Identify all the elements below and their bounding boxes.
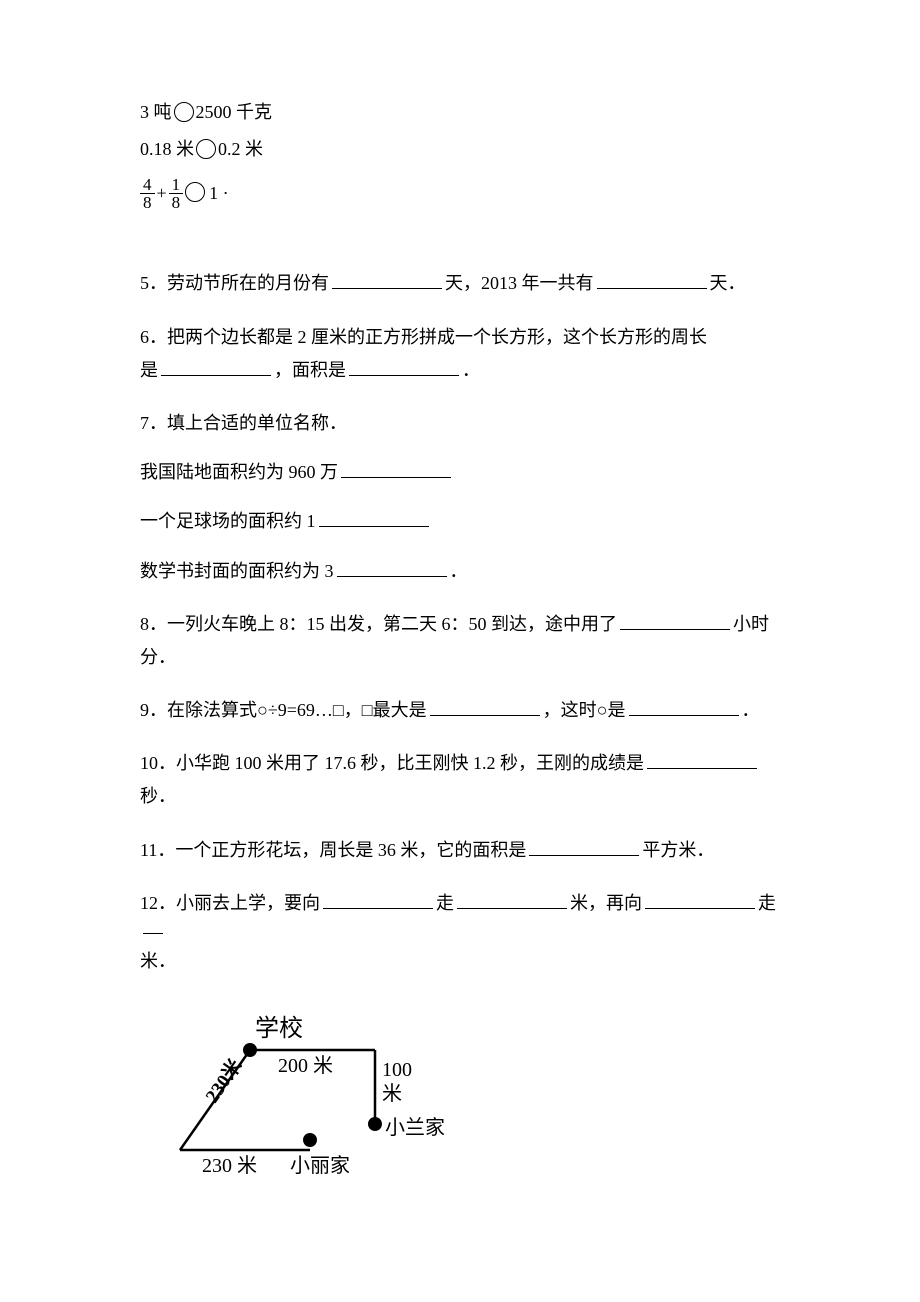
q6-p4: ．: [462, 360, 480, 380]
blank: [319, 509, 429, 527]
q12-p1: 12．小丽去上学，要向: [140, 893, 320, 913]
blank: [457, 891, 567, 909]
blank: [323, 891, 433, 909]
question-12: 12．小丽去上学，要向 走 米，再向 走 米．: [140, 891, 800, 975]
q9-p2: ，这时○是: [543, 700, 626, 720]
q7-title: 7．填上合适的单位名称．: [140, 413, 347, 433]
frac2-den: 8: [169, 194, 184, 211]
blank: [645, 891, 755, 909]
blank: [337, 559, 447, 577]
xiaoli-dot: [303, 1133, 317, 1147]
blank: [629, 698, 739, 716]
q8-p2: 小时: [733, 614, 769, 634]
q12-p5: 米．: [140, 951, 176, 971]
blank: [620, 612, 730, 630]
q7-l2a: 一个足球场的面积约 1: [140, 511, 316, 531]
q12-p3: 米，再向: [570, 893, 642, 913]
blank: [349, 358, 459, 376]
frac2-num: 1: [169, 176, 184, 194]
q12-p2: 走: [436, 893, 454, 913]
blank: [341, 460, 451, 478]
q6-p1: 6．把两个边长都是 2 厘米的正方形拼成一个长方形，这个长方形的周长: [140, 327, 707, 347]
xiaolan-label: 小兰家: [385, 1116, 445, 1139]
question-11: 11．一个正方形花坛，周长是 36 米，它的面积是 平方米．: [140, 838, 800, 863]
q9-p1: 9．在除法算式○÷9=69…□，□最大是: [140, 700, 427, 720]
q12-p4: 走: [758, 893, 776, 913]
q7-l3b: ．: [450, 561, 468, 581]
comparison-line-3: 4 8 + 1 8 1 ·: [140, 176, 800, 211]
q5-p2: 天，2013 年一共有: [445, 273, 594, 293]
school-label: 学校: [255, 1015, 303, 1042]
question-8: 8．一列火车晚上 8：15 出发，第二天 6：50 到达，途中用了 小时 分．: [140, 612, 800, 670]
fraction-1: 4 8: [140, 176, 155, 211]
blank: [430, 698, 540, 716]
d100-label-1: 100: [382, 1059, 412, 1081]
question-9: 9．在除法算式○÷9=69…□，□最大是 ，这时○是 ．: [140, 698, 800, 723]
diagram-svg: 学校 200 米 100 米 230米 230 米 小丽家 小兰家: [160, 1014, 460, 1184]
q7-l1a: 我国陆地面积约为 960 万: [140, 462, 338, 482]
comp2-left: 0.18 米: [140, 139, 194, 159]
frac1-num: 4: [140, 176, 155, 194]
q8-p3: 分．: [140, 647, 176, 667]
q7-l3a: 数学书封面的面积约为 3: [140, 561, 334, 581]
d230b-label: 230 米: [202, 1154, 257, 1177]
xiaoli-label: 小丽家: [290, 1154, 350, 1177]
comparison-line-2: 0.18 米 0.2 米: [140, 137, 800, 162]
question-5: 5．劳动节所在的月份有 天，2013 年一共有 天．: [140, 271, 800, 296]
q11-p1: 11．一个正方形花坛，周长是 36 米，它的面积是: [140, 840, 526, 860]
route-diagram: 学校 200 米 100 米 230米 230 米 小丽家 小兰家: [160, 1014, 800, 1191]
q6-p2: 是: [140, 360, 158, 380]
comparison-line-1: 3 吨 2500 千克: [140, 100, 800, 125]
xiaolan-dot: [368, 1117, 382, 1131]
fraction-2: 1 8: [169, 176, 184, 211]
q10-p2: 秒．: [140, 786, 176, 806]
q9-p3: ．: [742, 700, 760, 720]
comp1-right: 2500 千克: [196, 102, 273, 122]
blank: [332, 271, 442, 289]
circle-icon: [196, 139, 216, 159]
comp2-right: 0.2 米: [218, 139, 263, 159]
d100-label-2: 米: [382, 1082, 402, 1105]
question-10: 10．小华跑 100 米用了 17.6 秒，比王刚快 1.2 秒，王刚的成绩是 …: [140, 751, 800, 809]
blank: [597, 271, 707, 289]
d230a-label: 230米: [200, 1054, 247, 1107]
blank: [529, 838, 639, 856]
q5-p1: 5．劳动节所在的月份有: [140, 273, 329, 293]
q5-p3: 天．: [710, 273, 746, 293]
q10-p1: 10．小华跑 100 米用了 17.6 秒，比王刚快 1.2 秒，王刚的成绩是: [140, 753, 644, 773]
blank: [647, 751, 757, 769]
q8-p1: 8．一列火车晚上 8：15 出发，第二天 6：50 到达，途中用了: [140, 614, 617, 634]
d200-label: 200 米: [278, 1054, 333, 1077]
plus-op: +: [157, 181, 167, 206]
q11-p2: 平方米．: [642, 840, 714, 860]
circle-icon: [174, 102, 194, 122]
blank: [161, 358, 271, 376]
comp1-left: 3 吨: [140, 102, 172, 122]
blank: [143, 916, 163, 934]
question-7: 7．填上合适的单位名称． 我国陆地面积约为 960 万 一个足球场的面积约 1 …: [140, 411, 800, 584]
circle-icon: [185, 182, 205, 202]
frac1-den: 8: [140, 194, 155, 211]
question-6: 6．把两个边长都是 2 厘米的正方形拼成一个长方形，这个长方形的周长 是 ，面积是…: [140, 325, 800, 383]
comp3-right: 1 ·: [209, 181, 229, 206]
q6-p3: ，面积是: [274, 360, 346, 380]
